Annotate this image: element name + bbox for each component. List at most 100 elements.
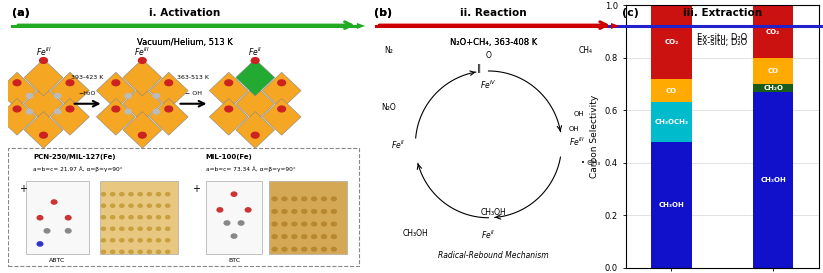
Circle shape [153, 109, 160, 114]
Polygon shape [24, 59, 63, 96]
Circle shape [278, 106, 286, 112]
Circle shape [312, 247, 317, 251]
Text: Ex-situ, D₂O: Ex-situ, D₂O [697, 33, 747, 42]
Circle shape [251, 132, 259, 138]
Circle shape [13, 106, 21, 112]
Polygon shape [263, 99, 301, 135]
FancyBboxPatch shape [269, 181, 347, 254]
Bar [753, 84, 793, 92]
Circle shape [312, 197, 317, 201]
Text: i. Activation: i. Activation [149, 8, 221, 18]
Circle shape [322, 210, 327, 213]
Circle shape [282, 222, 287, 226]
Polygon shape [263, 72, 301, 109]
Circle shape [129, 216, 133, 219]
Circle shape [251, 58, 259, 63]
Circle shape [101, 239, 105, 242]
Text: Fe$^{IV}$: Fe$^{IV}$ [480, 79, 497, 91]
Circle shape [119, 250, 124, 253]
Circle shape [153, 94, 160, 98]
Text: (c): (c) [621, 8, 639, 18]
Text: O: O [486, 52, 491, 61]
Text: CH₂O: CH₂O [763, 85, 783, 91]
Text: a=b=c= 73.34 Å, α=β=γ=90°: a=b=c= 73.34 Å, α=β=γ=90° [206, 167, 295, 172]
Text: +: + [192, 184, 200, 194]
Circle shape [129, 239, 133, 242]
Text: Fe$^{III}$: Fe$^{III}$ [35, 46, 51, 58]
Text: (b): (b) [374, 8, 392, 18]
Polygon shape [149, 72, 188, 109]
Text: Ex-situ, D₂O: Ex-situ, D₂O [697, 38, 747, 47]
FancyBboxPatch shape [8, 148, 360, 266]
Bar [651, 102, 692, 142]
Circle shape [66, 80, 74, 86]
Circle shape [65, 216, 71, 220]
Circle shape [282, 210, 287, 213]
Circle shape [231, 234, 237, 238]
Circle shape [129, 204, 133, 207]
Polygon shape [209, 99, 248, 135]
Text: −H₂O: −H₂O [79, 91, 96, 96]
Circle shape [156, 204, 160, 207]
Circle shape [165, 204, 170, 207]
Circle shape [224, 221, 230, 225]
Polygon shape [235, 85, 275, 122]
Polygon shape [149, 99, 188, 135]
Text: ABTC: ABTC [49, 258, 66, 263]
Circle shape [129, 192, 133, 196]
Circle shape [332, 235, 337, 238]
Text: ii. Reaction: ii. Reaction [460, 8, 527, 18]
Text: Fe$^{II}$: Fe$^{II}$ [248, 46, 263, 58]
Text: CO: CO [768, 68, 779, 74]
Circle shape [119, 204, 124, 207]
Text: CO₂: CO₂ [664, 39, 679, 45]
Circle shape [282, 247, 287, 251]
Circle shape [278, 80, 286, 86]
FancyBboxPatch shape [26, 181, 90, 254]
Circle shape [138, 216, 142, 219]
Circle shape [119, 239, 124, 242]
Text: N₂O+CH₄, 363-408 K: N₂O+CH₄, 363-408 K [449, 38, 537, 47]
Circle shape [156, 239, 160, 242]
Circle shape [272, 197, 277, 201]
Circle shape [110, 227, 114, 230]
Polygon shape [50, 99, 90, 135]
Text: (a): (a) [12, 8, 30, 18]
Polygon shape [24, 112, 63, 148]
Y-axis label: Carbon Selectivity: Carbon Selectivity [590, 95, 599, 178]
Circle shape [138, 58, 146, 63]
Text: PCN-250/MIL-127(Fe): PCN-250/MIL-127(Fe) [33, 153, 115, 159]
Circle shape [282, 197, 287, 201]
Polygon shape [235, 112, 275, 148]
Circle shape [138, 239, 142, 242]
Text: Vacuum/Helium, 513 K: Vacuum/Helium, 513 K [137, 38, 233, 47]
Circle shape [129, 250, 133, 253]
Circle shape [110, 204, 114, 207]
Text: CH₃OH: CH₃OH [481, 208, 506, 217]
Circle shape [292, 247, 297, 251]
Polygon shape [209, 72, 248, 109]
Polygon shape [96, 99, 135, 135]
Text: ‖: ‖ [477, 64, 481, 73]
Circle shape [156, 216, 160, 219]
Text: CO: CO [666, 88, 677, 94]
Circle shape [112, 80, 119, 86]
Circle shape [332, 197, 337, 201]
Circle shape [245, 208, 251, 212]
Circle shape [225, 106, 233, 112]
Circle shape [165, 216, 170, 219]
Circle shape [101, 216, 105, 219]
Bar [651, 142, 692, 268]
Bar [651, 79, 692, 102]
Circle shape [125, 109, 132, 114]
Text: +: + [19, 184, 27, 194]
Circle shape [40, 58, 48, 63]
Circle shape [51, 200, 57, 204]
Polygon shape [50, 72, 90, 109]
Circle shape [165, 227, 170, 230]
Text: CH₃OH: CH₃OH [760, 177, 786, 183]
Circle shape [302, 197, 307, 201]
Circle shape [156, 250, 160, 253]
Circle shape [101, 227, 105, 230]
Circle shape [292, 210, 297, 213]
